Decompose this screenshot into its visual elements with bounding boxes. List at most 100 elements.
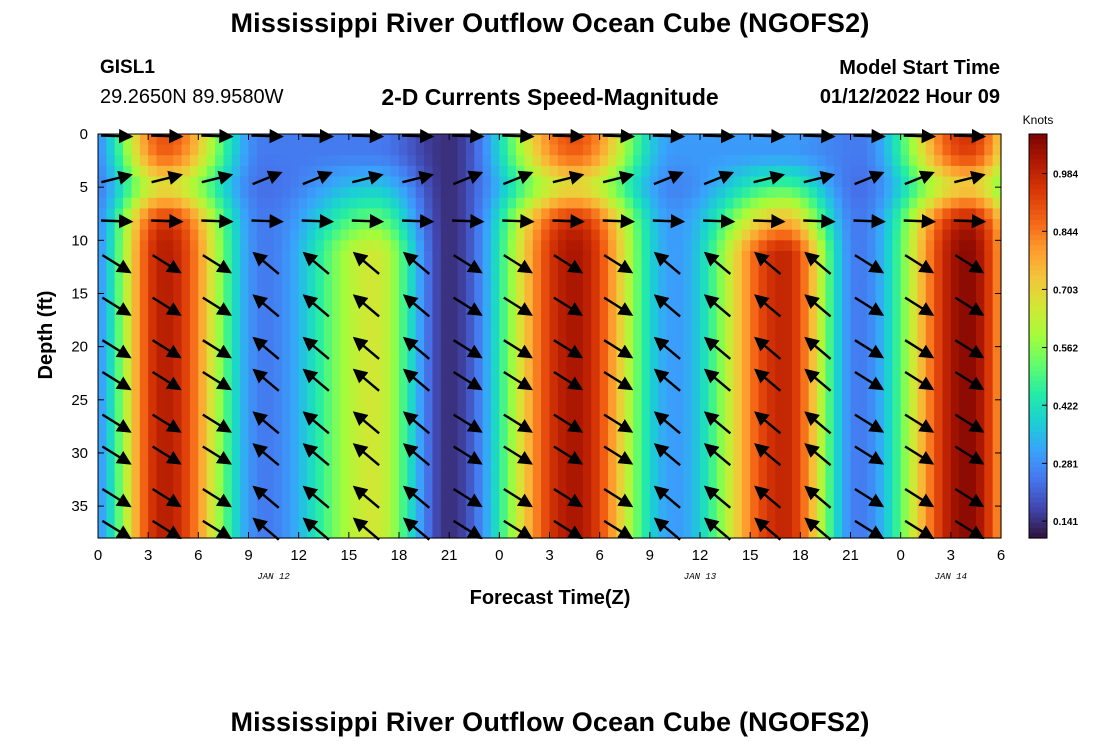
heatmap-cell [674,442,684,454]
heatmap-cell [883,176,893,188]
heatmap-cell [424,484,434,497]
heatmap-cell [741,165,751,178]
heatmap-cell [424,187,434,199]
heatmap-cell [215,229,225,241]
heatmap-cell [992,410,1002,422]
heatmap-cell [114,293,124,305]
x-tick-label: 3 [144,547,152,564]
heatmap-cell [674,463,684,475]
heatmap-cell [624,516,634,528]
heatmap-cell [307,452,316,465]
heatmap-cell [942,516,952,528]
heatmap-cell [340,325,350,337]
heatmap-cell [700,325,709,337]
heatmap-cell [373,431,383,443]
heatmap-cell [842,197,852,210]
heatmap-cell [842,399,852,412]
heatmap-cell [164,474,174,486]
heatmap-cell [123,474,133,486]
heatmap-cell [549,229,559,241]
heatmap-cell [708,421,718,433]
heatmap-cell [332,261,342,273]
current-vector [653,411,681,435]
heatmap-cell [240,389,250,401]
heatmap-cell [482,463,492,475]
heatmap-cell [198,293,208,305]
heatmap-cell [557,442,567,454]
heatmap-cell [758,282,768,295]
heatmap-cell [148,421,158,433]
heatmap-cell [106,484,116,497]
heatmap-cell [240,250,250,263]
heatmap-cell [399,516,408,528]
heatmap-cell [775,197,785,210]
heatmap-cell [599,484,609,497]
heatmap-cell [733,367,743,380]
heatmap-cell [465,442,475,454]
heatmap-cell [817,367,827,380]
heatmap-cell [231,208,241,220]
heatmap-cell [440,506,450,518]
heatmap-cell [733,346,743,358]
heatmap-cell [825,399,835,412]
heatmap-cell [248,165,258,178]
heatmap-cell [599,495,609,507]
heatmap-cell [474,410,484,422]
current-vector [603,445,634,465]
heatmap-cell [123,484,133,497]
heatmap-cell [925,293,935,305]
heatmap-cell [373,240,383,252]
heatmap-cell [942,442,952,454]
heatmap-cell [281,516,291,528]
heatmap-cell [256,165,266,178]
heatmap-cell [791,134,801,146]
heatmap-cell [817,240,827,252]
heatmap-cell [457,134,467,146]
heatmap-cell [842,314,852,326]
heatmap-cell [959,293,969,305]
heatmap-cell [716,250,726,263]
heatmap-cell [399,506,408,518]
heatmap-cell [766,325,776,337]
heatmap-cell [440,282,450,295]
current-vector [854,254,885,274]
heatmap-cell [909,208,918,220]
heatmap-cell [290,144,300,156]
heatmap-cell [741,336,751,348]
heatmap-cell [608,208,617,220]
heatmap-cell [674,367,684,380]
heatmap-cell [215,240,225,252]
heatmap-cell [315,506,325,518]
heatmap-cell [791,357,801,369]
heatmap-cell [156,229,166,241]
heatmap-cell [708,506,718,518]
heatmap-cell [457,325,467,337]
heatmap-cell [758,208,768,220]
heatmap-cell [440,421,450,433]
heatmap-cell [173,431,183,443]
heatmap-cell [415,442,425,454]
heatmap-cell [131,357,141,369]
heatmap-cell [691,304,701,316]
colorbar-segment [1029,214,1047,221]
heatmap-cell [733,442,743,454]
heatmap-cell [215,187,225,199]
heatmap-cell [633,134,643,146]
heatmap-cell [566,367,576,380]
heatmap-cell [674,208,684,220]
heatmap-cell [474,282,484,295]
x-tick-label: 12 [692,547,709,564]
heatmap-cell [741,282,751,295]
heatmap-cell [800,389,810,401]
heatmap-cell [791,389,801,401]
heatmap-cell [524,208,534,220]
heatmap-cell [574,240,584,252]
heatmap-cell [850,187,860,199]
heatmap-cell [842,187,852,199]
current-vector [302,485,330,509]
heatmap-cell [532,304,542,316]
heatmap-cell [616,144,626,156]
heatmap-cell [290,484,300,497]
heatmap-cell [365,187,375,199]
heatmap-cell [114,144,124,156]
